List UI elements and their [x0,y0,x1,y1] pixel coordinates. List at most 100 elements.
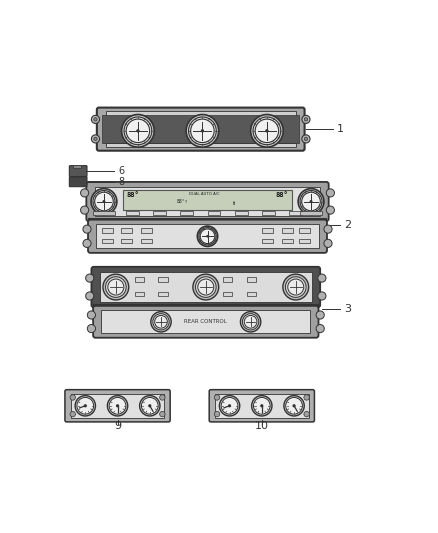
Circle shape [186,115,219,147]
Bar [289,211,302,215]
Circle shape [266,130,268,132]
FancyBboxPatch shape [92,267,320,308]
Bar [134,292,144,296]
Circle shape [243,313,259,330]
Circle shape [244,316,257,328]
Circle shape [310,201,312,203]
Bar [208,211,220,215]
Bar [141,229,152,233]
Bar [247,277,256,281]
Bar [126,211,139,215]
Bar [95,187,320,216]
Bar [141,239,152,244]
Circle shape [326,189,335,197]
Circle shape [254,398,270,414]
Circle shape [201,130,203,132]
Circle shape [92,135,99,143]
Circle shape [197,226,218,246]
FancyBboxPatch shape [209,390,314,422]
Circle shape [124,117,152,144]
FancyBboxPatch shape [86,182,328,221]
Circle shape [207,236,208,237]
Circle shape [103,274,129,300]
Circle shape [191,119,214,142]
Circle shape [87,325,95,333]
Circle shape [70,411,75,417]
Circle shape [198,279,214,295]
Circle shape [302,115,310,124]
Bar [101,310,311,333]
Circle shape [316,311,324,319]
Text: 10: 10 [255,421,269,431]
Circle shape [240,312,261,332]
FancyBboxPatch shape [97,108,304,151]
Circle shape [251,395,272,416]
Text: 9: 9 [114,421,121,431]
Circle shape [318,274,326,282]
Bar [102,239,113,244]
Circle shape [293,405,295,407]
Text: 2: 2 [344,220,351,230]
Bar [134,277,144,281]
Circle shape [318,292,326,300]
Bar [106,143,296,147]
Bar [121,239,132,244]
Circle shape [286,398,302,414]
Bar [102,229,113,233]
Circle shape [251,115,283,147]
Circle shape [286,277,306,297]
Circle shape [83,239,91,247]
Bar [300,211,322,215]
Circle shape [77,398,94,414]
Circle shape [298,189,324,214]
Circle shape [81,206,88,214]
Text: DUAL AUTO A/C: DUAL AUTO A/C [189,192,219,196]
FancyBboxPatch shape [69,166,87,176]
Circle shape [219,395,240,416]
Circle shape [214,411,220,417]
Circle shape [324,239,332,247]
FancyBboxPatch shape [69,177,87,187]
Circle shape [117,405,118,407]
Circle shape [141,398,158,414]
Bar [223,292,232,296]
FancyBboxPatch shape [93,306,318,338]
Circle shape [300,191,322,213]
Circle shape [94,137,97,141]
Bar [102,115,299,142]
Bar [215,394,309,417]
Bar [262,211,275,215]
Circle shape [103,201,105,203]
Circle shape [75,395,95,416]
Text: 6: 6 [118,166,124,176]
Bar [73,165,81,168]
Circle shape [106,277,126,297]
Circle shape [122,115,154,147]
Circle shape [255,119,279,142]
Circle shape [304,137,307,141]
Bar [235,211,247,215]
Circle shape [324,225,332,233]
Bar [106,111,296,116]
Text: 88°↑: 88°↑ [176,199,188,204]
Circle shape [304,395,309,400]
Circle shape [326,206,335,214]
Circle shape [261,405,263,407]
Bar [71,394,164,417]
Circle shape [86,292,94,300]
Bar [262,239,273,244]
Circle shape [86,274,94,282]
Text: ⬆: ⬆ [231,201,235,206]
Circle shape [92,115,99,124]
Bar [299,239,310,244]
Circle shape [137,130,139,132]
Circle shape [126,119,150,142]
Circle shape [302,192,320,211]
Bar [282,229,293,233]
Circle shape [81,189,88,197]
Circle shape [94,118,97,121]
Text: 8: 8 [118,177,124,187]
Circle shape [109,398,126,414]
Circle shape [140,395,160,416]
Circle shape [70,395,75,400]
